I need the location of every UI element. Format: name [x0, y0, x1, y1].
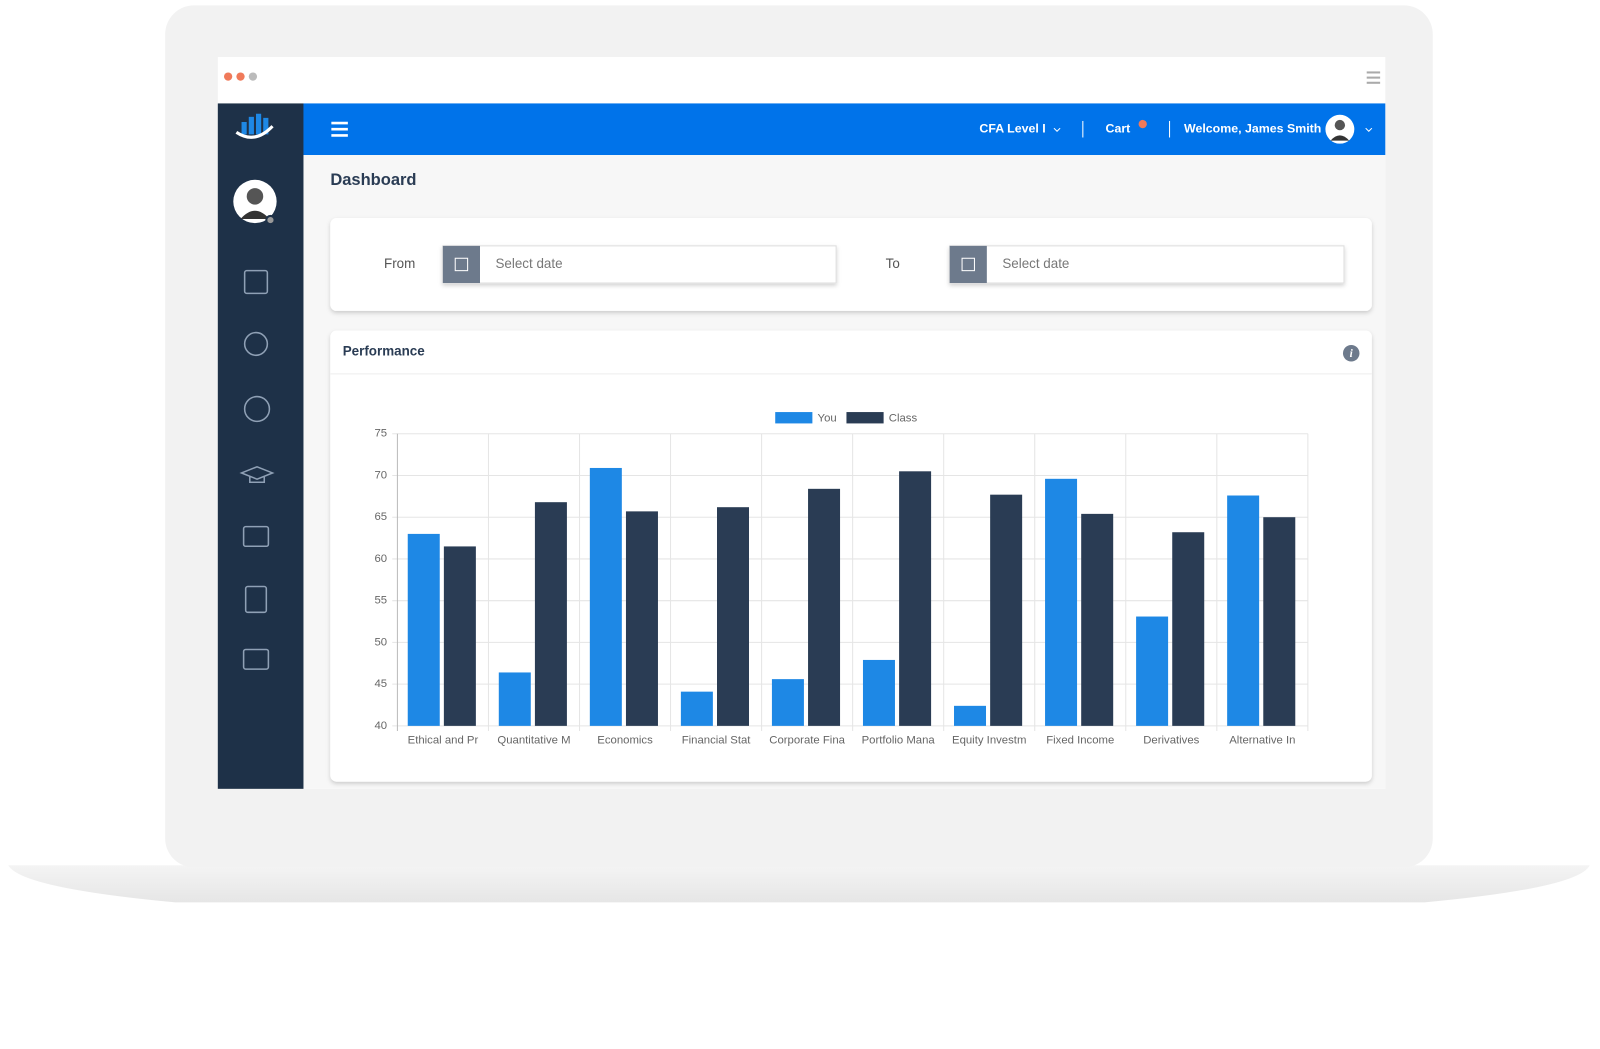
from-label: From [384, 256, 415, 271]
chart: 40 45 50 55 60 65 70 75 You Class Ethical and Pr Qu… [374, 412, 1309, 746]
nav-icon[interactable] [243, 331, 269, 357]
legend-label: You [818, 412, 837, 424]
course-select[interactable]: CFA Level I [979, 121, 1045, 135]
nav-icon[interactable] [242, 648, 270, 670]
x-tick-label: Alternative In [1229, 734, 1295, 746]
window-dot [248, 72, 258, 81]
nav-icon[interactable] [244, 585, 268, 614]
bar [407, 533, 440, 726]
nav-icon[interactable] [243, 395, 271, 423]
bar [954, 705, 987, 726]
to-label: To [886, 256, 900, 271]
bar [862, 659, 895, 726]
bar [1081, 513, 1114, 726]
bar [1136, 616, 1169, 726]
bar [1172, 532, 1205, 726]
x-tick-label: Portfolio Mana [862, 734, 936, 746]
y-tick-label: 65 [374, 511, 387, 523]
dropdown-caret[interactable] [1365, 127, 1373, 133]
nav-icon[interactable] [243, 269, 269, 295]
bar [534, 502, 567, 726]
x-tick-label: Fixed Income [1046, 734, 1114, 746]
bar [443, 546, 476, 726]
dropdown-caret [1053, 127, 1061, 133]
svg-text:i: i [1350, 348, 1354, 360]
bar [990, 494, 1023, 726]
from-input[interactable] [442, 245, 837, 284]
bar [1263, 517, 1296, 726]
y-tick-label: 70 [374, 469, 387, 481]
performance-card [330, 330, 1372, 782]
bar [625, 511, 658, 726]
nav-icon[interactable] [242, 525, 270, 548]
page-title: Dashboard [330, 171, 416, 189]
bar [771, 679, 804, 726]
x-tick-label: Equity Investm [952, 734, 1026, 746]
bar [808, 488, 841, 726]
y-tick-label: 40 [374, 720, 387, 732]
top-bar [303, 103, 1386, 156]
welcome-text: Welcome, James Smith [1184, 121, 1321, 135]
window-dot [236, 72, 245, 81]
nav-icon[interactable] [239, 465, 275, 484]
bar [589, 467, 622, 726]
cart-badge [1138, 119, 1147, 129]
x-tick-label: Corporate Fina [769, 734, 845, 746]
y-tick-label: 75 [374, 428, 387, 440]
y-tick-label: 50 [374, 636, 387, 648]
x-tick-label: Economics [597, 734, 653, 746]
legend-swatch [775, 412, 813, 424]
window-dot [224, 72, 233, 81]
to-placeholder: Select date [1002, 256, 1069, 271]
window-menu[interactable] [1366, 71, 1381, 84]
from-placeholder: Select date [495, 256, 562, 271]
filter-card [330, 218, 1372, 311]
x-tick-label: Ethical and Pr [408, 734, 479, 746]
menu-toggle[interactable] [331, 121, 348, 137]
x-tick-label: Quantitative M [497, 734, 570, 746]
info-icon[interactable]: i [1342, 344, 1360, 362]
logo[interactable] [235, 113, 274, 139]
laptop-base [8, 865, 1590, 903]
cart-link[interactable]: Cart [1106, 121, 1131, 135]
x-tick-label: Derivatives [1143, 734, 1199, 746]
y-tick-label: 60 [374, 553, 387, 565]
panel-title: Performance [343, 344, 425, 359]
user-avatar[interactable] [1325, 114, 1355, 144]
x-tick-label: Financial Stat [682, 734, 752, 746]
to-input[interactable] [949, 245, 1345, 284]
legend-swatch [846, 412, 884, 424]
legend-label: Class [889, 412, 918, 424]
y-tick-label: 55 [374, 595, 387, 607]
bar [717, 507, 750, 726]
sidebar-avatar[interactable] [233, 179, 277, 226]
bar [1227, 495, 1260, 726]
bar [899, 471, 932, 726]
y-tick-label: 45 [374, 678, 387, 690]
bar [498, 672, 531, 726]
bar [1045, 478, 1078, 726]
bar [680, 691, 713, 726]
